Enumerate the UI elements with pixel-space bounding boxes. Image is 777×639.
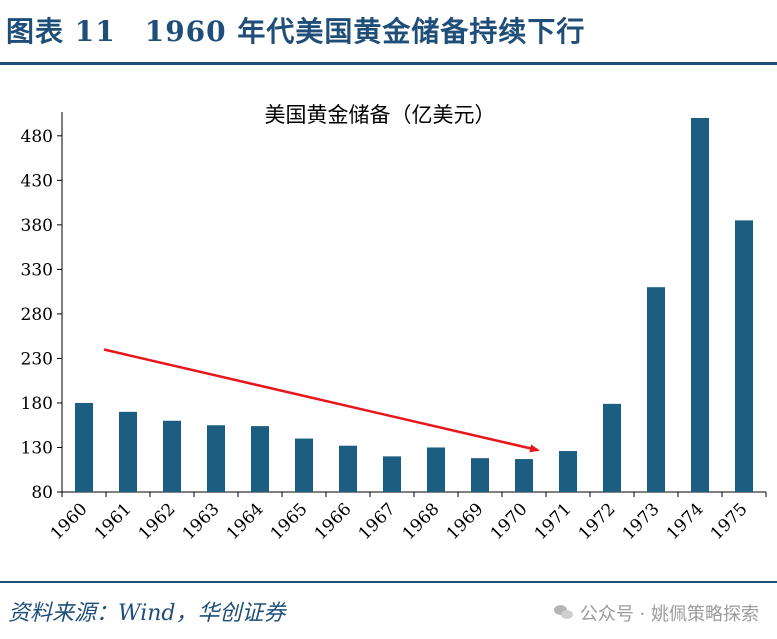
chart-title: 美国黄金储备（亿美元） bbox=[265, 103, 496, 127]
y-tick-label: 430 bbox=[21, 171, 53, 191]
y-tick-label: 280 bbox=[21, 305, 53, 325]
bar-1965 bbox=[295, 438, 313, 492]
y-tick-label: 130 bbox=[21, 438, 53, 458]
bar-1966 bbox=[339, 445, 357, 492]
x-tick-label: 1973 bbox=[619, 499, 664, 544]
x-tick-label: 1966 bbox=[311, 499, 356, 544]
source-note: 资料来源：Wind，华创证券 bbox=[8, 601, 286, 626]
y-tick-label: 380 bbox=[21, 216, 53, 236]
y-tick-label: 480 bbox=[21, 127, 53, 147]
bar-1964 bbox=[251, 426, 269, 492]
trend-arrow bbox=[103, 348, 540, 453]
bar-1967 bbox=[383, 456, 401, 492]
x-tick-label: 1963 bbox=[179, 499, 224, 544]
bar-1972 bbox=[603, 403, 621, 492]
figure-header: 图表 11 1960 年代美国黄金储备持续下行 bbox=[0, 0, 777, 60]
bar-1969 bbox=[471, 458, 489, 492]
y-axis: 80 130 180 230 280 330 380 430 480 bbox=[21, 112, 63, 503]
x-tick-label: 1975 bbox=[707, 499, 752, 544]
x-tick-label: 1974 bbox=[663, 499, 708, 544]
y-tick-label: 180 bbox=[21, 394, 53, 414]
x-tick-label: 1965 bbox=[267, 499, 312, 544]
x-tick-label: 1960 bbox=[47, 499, 92, 544]
y-tick-label: 330 bbox=[21, 260, 53, 280]
figure-title: 图表 11 1960 年代美国黄金储备持续下行 bbox=[6, 15, 586, 48]
bar-1961 bbox=[119, 411, 137, 492]
x-tick-label: 1970 bbox=[487, 499, 532, 544]
watermark-text: 公众号 · 姚佩策略探索 bbox=[579, 604, 759, 625]
y-tick-label: 80 bbox=[31, 483, 53, 503]
bar-1960 bbox=[75, 402, 93, 492]
x-tick-label: 1969 bbox=[443, 499, 488, 544]
x-axis: 1960 1961 1962 1963 1964 1965 1966 1967 1968 1969… bbox=[47, 491, 767, 544]
bar-1974 bbox=[691, 118, 709, 492]
bar-1970 bbox=[515, 459, 533, 492]
bar-1971 bbox=[559, 451, 577, 492]
x-tick-label: 1961 bbox=[91, 499, 136, 544]
bottom-divider bbox=[0, 581, 777, 583]
wechat-icon bbox=[553, 605, 574, 621]
bar-1968 bbox=[427, 447, 445, 492]
trend-arrow-line bbox=[103, 348, 540, 453]
y-tick-label: 230 bbox=[21, 349, 53, 369]
x-tick-label: 1968 bbox=[399, 499, 444, 544]
bars bbox=[75, 118, 753, 492]
top-divider bbox=[0, 62, 777, 65]
x-tick-label: 1967 bbox=[355, 499, 400, 544]
bar-1963 bbox=[207, 425, 225, 492]
bar-1973 bbox=[647, 287, 665, 492]
bar-1962 bbox=[163, 420, 181, 492]
x-tick-label: 1962 bbox=[135, 499, 180, 544]
x-tick-label: 1971 bbox=[531, 499, 576, 544]
x-tick-label: 1964 bbox=[223, 499, 268, 544]
x-tick-label: 1972 bbox=[575, 499, 620, 544]
bar-1975 bbox=[735, 220, 753, 492]
bar-chart: 美国黄金储备（亿美元） 80 130 180 230 280 330 380 430 480 1… bbox=[21, 103, 767, 544]
watermark: 公众号 · 姚佩策略探索 bbox=[553, 600, 759, 626]
